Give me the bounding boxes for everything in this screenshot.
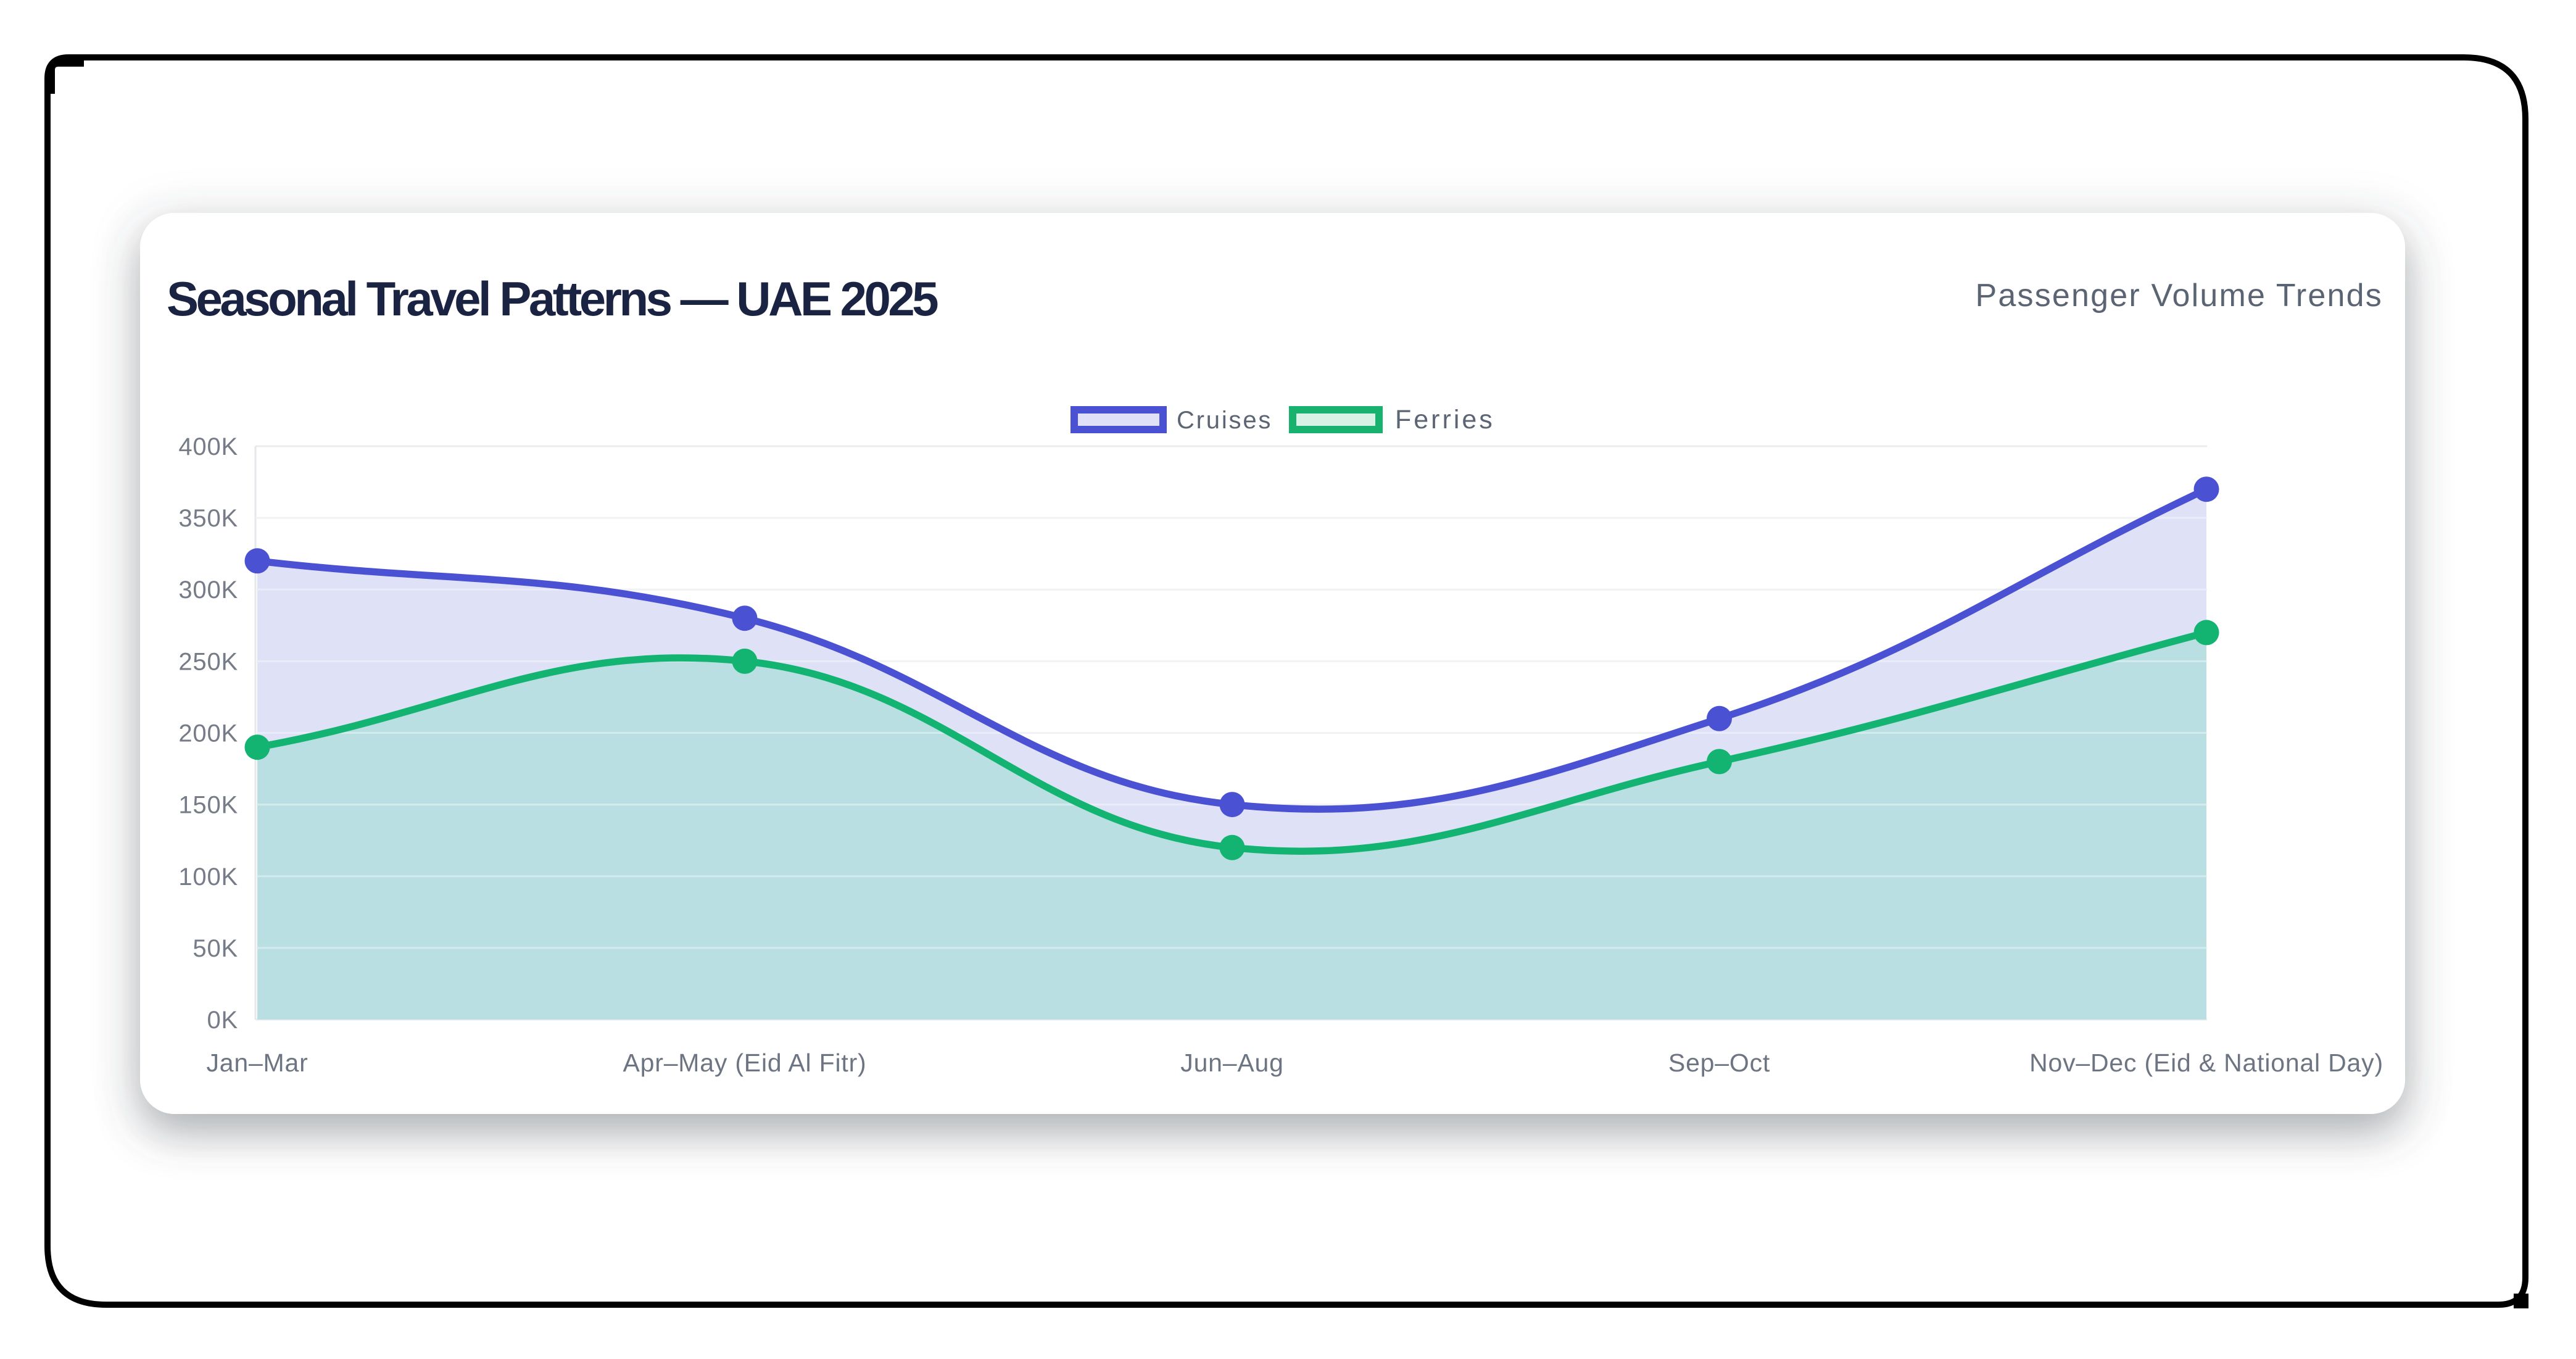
svg-text:350K: 350K: [178, 505, 238, 532]
svg-text:Nov–Dec (Eid & National Day): Nov–Dec (Eid & National Day): [2029, 1049, 2383, 1077]
svg-text:Apr–May (Eid Al Fitr): Apr–May (Eid Al Fitr): [623, 1049, 867, 1077]
svg-text:0K: 0K: [207, 1007, 238, 1034]
svg-text:Ferries: Ferries: [1395, 405, 1495, 434]
svg-text:Seasonal Travel Patterns — UAE: Seasonal Travel Patterns — UAE 2025: [167, 272, 938, 326]
svg-text:250K: 250K: [178, 648, 238, 675]
svg-text:50K: 50K: [193, 935, 238, 962]
svg-text:200K: 200K: [178, 720, 238, 747]
svg-text:Passenger Volume Trends: Passenger Volume Trends: [1975, 278, 2383, 314]
svg-text:150K: 150K: [178, 792, 238, 819]
svg-text:100K: 100K: [178, 863, 238, 891]
svg-text:300K: 300K: [178, 576, 238, 604]
svg-text:Jun–Aug: Jun–Aug: [1180, 1049, 1283, 1077]
svg-text:Jan–Mar: Jan–Mar: [206, 1049, 308, 1077]
svg-text:Sep–Oct: Sep–Oct: [1668, 1049, 1770, 1077]
svg-text:Cruises: Cruises: [1177, 407, 1272, 434]
svg-text:400K: 400K: [178, 433, 238, 460]
